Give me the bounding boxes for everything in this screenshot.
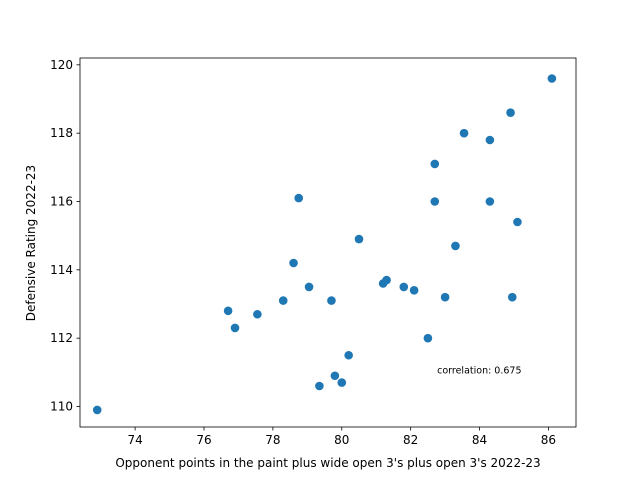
- y-axis-ticks: 110 112 114 116 118 120: [50, 58, 80, 414]
- y-tick-label: 120: [50, 58, 73, 72]
- data-point: [399, 282, 409, 292]
- data-point: [451, 241, 460, 251]
- x-tick-label: 74: [127, 433, 142, 447]
- x-tick-label: 86: [541, 433, 556, 447]
- data-point: [344, 350, 353, 360]
- x-tick-label: 76: [196, 433, 211, 447]
- x-tick-label: 82: [403, 433, 418, 447]
- data-point: [92, 405, 102, 415]
- data-point: [278, 296, 288, 305]
- x-tick-label: 84: [472, 433, 487, 447]
- data-point: [430, 197, 440, 206]
- data-point: [485, 197, 495, 206]
- correlation-annotation: correlation: 0.675: [437, 366, 521, 377]
- y-tick-label: 116: [50, 195, 73, 209]
- y-tick-label: 110: [50, 400, 73, 414]
- data-point: [440, 292, 450, 302]
- data-point: [423, 333, 433, 343]
- data-points: [92, 74, 557, 415]
- y-tick-label: 112: [50, 331, 73, 345]
- x-axis-label: Opponent points in the paint plus wide o…: [115, 456, 540, 470]
- data-point: [337, 378, 347, 387]
- x-axis-ticks: 74 76 78 80 82 84 86: [127, 427, 556, 447]
- y-axis-label: Defensive Rating 2022-23: [24, 165, 38, 321]
- data-point: [294, 193, 304, 203]
- data-point: [330, 371, 340, 381]
- y-tick-label: 114: [50, 263, 73, 277]
- data-point: [506, 108, 515, 117]
- data-point: [223, 306, 233, 316]
- data-point: [547, 74, 557, 83]
- data-point: [409, 286, 419, 295]
- data-point: [513, 217, 522, 227]
- data-point: [485, 135, 495, 145]
- data-point: [230, 323, 240, 333]
- data-point: [459, 128, 469, 138]
- data-point: [430, 159, 440, 169]
- data-point: [354, 234, 364, 244]
- data-point: [327, 296, 336, 305]
- data-point: [253, 309, 262, 319]
- data-point: [315, 381, 324, 391]
- data-point: [304, 282, 314, 292]
- data-point: [289, 258, 298, 268]
- plot-frame: [79, 57, 577, 428]
- plot-area: [79, 57, 577, 428]
- data-point: [507, 292, 517, 302]
- y-tick-label: 118: [50, 126, 73, 140]
- x-tick-label: 80: [334, 433, 349, 447]
- x-tick-label: 78: [265, 433, 280, 447]
- data-point: [382, 275, 391, 285]
